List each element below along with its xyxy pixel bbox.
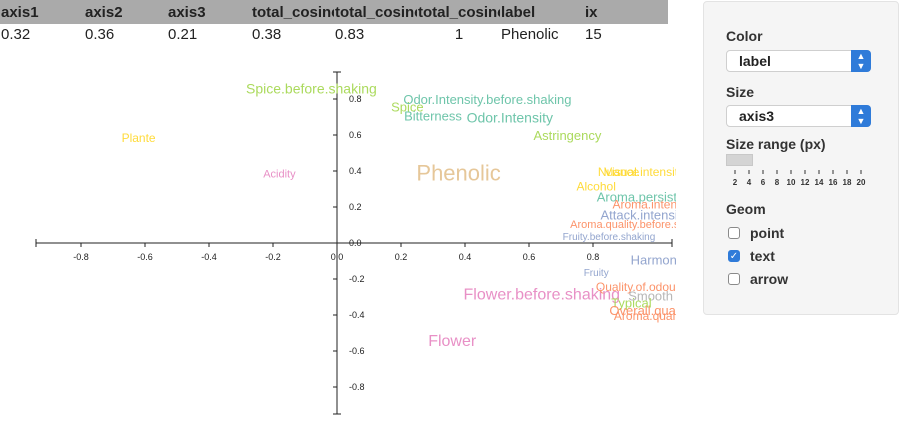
x-tick-label: 0.6 xyxy=(523,252,536,262)
slider-tick-label: 4 xyxy=(747,178,752,187)
y-tick-label: -0.2 xyxy=(349,274,365,284)
cell-axis3: 0.21 xyxy=(168,25,198,43)
x-tick-label: 0.0 xyxy=(331,252,344,262)
point-label[interactable]: Fruity.before.shaking xyxy=(563,232,656,243)
point-label[interactable]: Flower.before.shaking xyxy=(464,286,621,303)
point-label[interactable]: Aroma.intensity xyxy=(612,197,678,211)
size-range-slider[interactable] xyxy=(726,154,753,166)
scatter-plot[interactable]: -0.8 -0.6 -0.4 -0.2 0.0 0.2 0.4 0.6 0.8 0.8 0.6 0.4… xyxy=(0,60,678,421)
point-label[interactable]: Overall.quality xyxy=(609,303,678,318)
x-tick-label: -0.8 xyxy=(73,252,89,262)
point-label[interactable]: Flower xyxy=(428,333,477,350)
cell-total-cosine-1: 0.38 xyxy=(252,25,282,43)
y-tick-label: 0.4 xyxy=(349,166,362,176)
cell-axis1: 0.32 xyxy=(1,25,31,43)
point-label[interactable]: Plante xyxy=(122,131,156,145)
cell-axis2: 0.36 xyxy=(85,25,115,43)
point-label[interactable]: Quality.of.odour xyxy=(596,280,678,294)
geom-control-label: Geom xyxy=(726,201,766,217)
col-header-total-cosine-1: total_cosine xyxy=(251,0,334,24)
col-header-axis3: axis3 xyxy=(167,0,251,24)
col-header-axis2: axis2 xyxy=(84,0,167,24)
point-label[interactable]: Spice.before.shaking xyxy=(246,81,377,97)
x-tick-label: -0.4 xyxy=(201,252,217,262)
geom-option-label: text xyxy=(750,248,775,264)
x-tick-label: 0.2 xyxy=(395,252,408,262)
y-tick-label: 0.0 xyxy=(349,238,362,248)
point-label[interactable]: Nuance xyxy=(598,165,640,179)
col-header-ix: ix xyxy=(584,0,668,24)
cell-total-cosine-3: 1 xyxy=(454,25,464,43)
control-panel: Color label ▲ ▼ Size axis3 ▲ ▼ Size range … xyxy=(703,1,899,315)
point-label[interactable]: Spice xyxy=(391,99,424,114)
axes: -0.8 -0.6 -0.4 -0.2 0.0 0.2 0.4 0.6 0.8 0.8 0.6 0.4… xyxy=(35,71,673,415)
point-label[interactable]: Acidity xyxy=(263,169,296,181)
x-tick-label: 0.8 xyxy=(587,252,600,262)
y-tick-label: 0.2 xyxy=(349,202,362,212)
arrow-checkbox[interactable] xyxy=(728,273,740,285)
select-arrows-icon: ▲ ▼ xyxy=(851,105,871,127)
point-label[interactable]: Bitterness xyxy=(404,108,462,123)
geom-option-label: arrow xyxy=(750,271,789,287)
geom-option-label: point xyxy=(750,225,785,241)
col-header-total-cosine-2: total_cosine xyxy=(334,0,417,24)
size-select[interactable]: axis3 ▲ ▼ xyxy=(726,105,871,127)
x-tick-label: 0.4 xyxy=(459,252,472,262)
point-label[interactable]: Phenolic xyxy=(416,160,500,185)
y-tick-label: 0.8 xyxy=(349,94,362,104)
y-tick-label: -0.6 xyxy=(349,346,365,356)
text-checkbox[interactable]: ✓ xyxy=(728,250,740,262)
color-control-label: Color xyxy=(726,28,763,44)
col-header-total-cosine-3: total_cosine xyxy=(417,0,500,24)
point-label[interactable]: Harmony xyxy=(631,252,678,267)
size-range-ticks: 2 4 6 8 10 12 14 16 18 20 xyxy=(733,170,866,187)
select-arrows-icon: ▲ ▼ xyxy=(851,50,871,72)
point-label[interactable]: Aroma.quality.before.shaking xyxy=(570,219,678,231)
y-tick-label: -0.4 xyxy=(349,310,365,320)
cell-total-cosine-2: 0.83 xyxy=(335,25,365,43)
slider-tick-label: 12 xyxy=(801,178,810,187)
color-select[interactable]: label ▲ ▼ xyxy=(726,50,871,72)
x-tick-label: -0.2 xyxy=(265,252,281,262)
info-table: axis1 axis2 axis3 total_cosine total_cos… xyxy=(0,0,668,44)
point-label[interactable]: Alcohol xyxy=(577,179,616,193)
col-header-axis1: axis1 xyxy=(0,0,84,24)
point-label[interactable]: Visual.intensity xyxy=(604,165,678,179)
slider-tick-label: 10 xyxy=(787,178,796,187)
y-tick-label: 0.6 xyxy=(349,130,362,140)
point-label[interactable]: Odor.Intensity xyxy=(467,110,553,126)
table-row: 0.32 0.36 0.21 0.38 0.83 1 Phenolic 15 xyxy=(0,24,668,44)
cell-ix: 15 xyxy=(585,25,602,43)
slider-tick-label: 16 xyxy=(829,178,838,187)
size-range-label: Size range (px) xyxy=(726,136,826,152)
slider-tick-label: 14 xyxy=(815,178,824,187)
point-label[interactable]: Astringency xyxy=(533,128,601,143)
point-label[interactable]: Fruity xyxy=(584,268,609,279)
table-header-row: axis1 axis2 axis3 total_cosine total_cos… xyxy=(0,0,668,24)
slider-tick-label: 8 xyxy=(775,178,780,187)
point-label[interactable]: Aroma.quality xyxy=(614,309,678,323)
size-control-label: Size xyxy=(726,84,755,100)
point-label[interactable]: Odor.Intensity.before.shaking xyxy=(403,92,571,107)
slider-tick-label: 2 xyxy=(733,178,738,187)
col-header-label: label xyxy=(500,0,584,24)
slider-tick-label: 6 xyxy=(761,178,766,187)
x-tick-label: -0.6 xyxy=(137,252,153,262)
y-tick-label: -0.8 xyxy=(349,382,365,392)
size-select-value: axis3 xyxy=(739,108,775,124)
cell-label: Phenolic xyxy=(501,25,559,43)
point-checkbox[interactable] xyxy=(728,227,740,239)
point-label[interactable]: Smooth xyxy=(628,288,673,303)
point-label[interactable]: Aroma.persistency xyxy=(597,189,678,204)
point-label[interactable]: Typical xyxy=(611,296,652,311)
slider-tick-label: 20 xyxy=(857,178,866,187)
point-label[interactable]: Attack.intensity xyxy=(600,207,678,222)
slider-tick-label: 18 xyxy=(843,178,852,187)
point-labels[interactable]: Spice.before.shakingSpiceBitternessOdor.… xyxy=(122,81,678,351)
color-select-value: label xyxy=(739,53,771,69)
